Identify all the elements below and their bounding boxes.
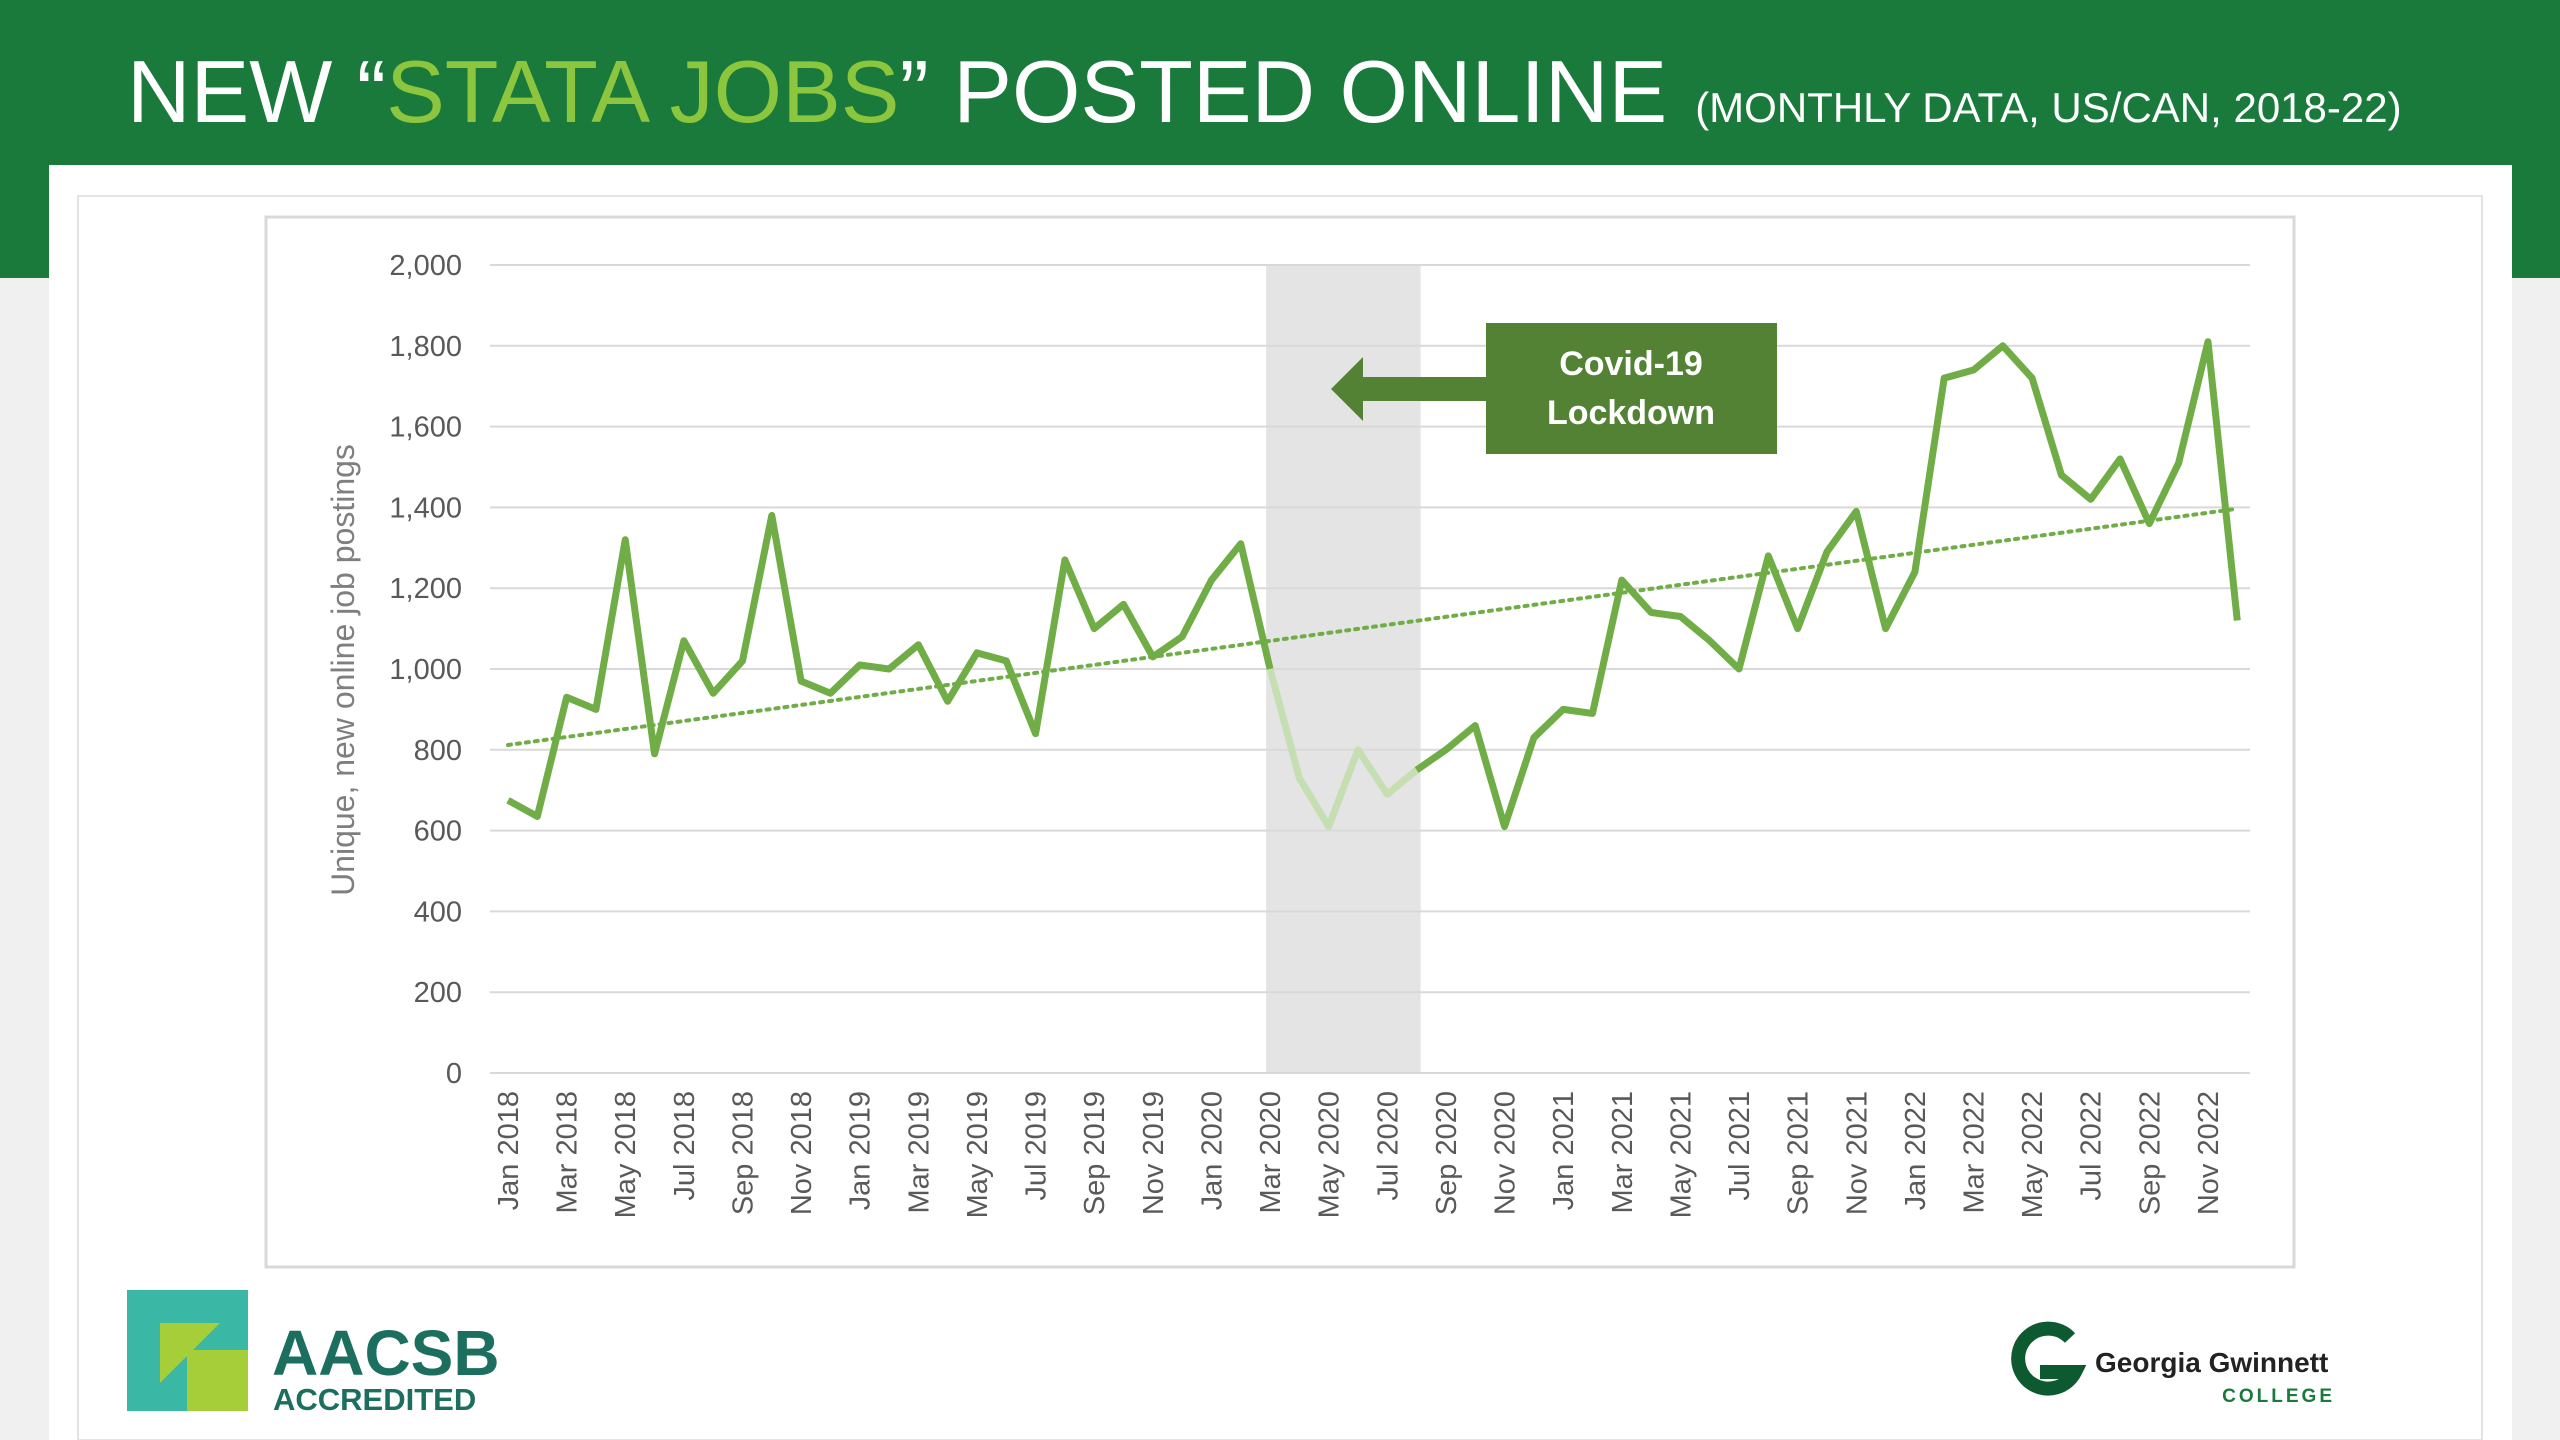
x-tick-label: Mar 2022 (1959, 1091, 1991, 1214)
annotation-text: Covid-19 (1559, 345, 1703, 383)
annotation: Covid-19 Lockdown (1331, 323, 1777, 454)
college-label: COLLEGE (2222, 1386, 2335, 1407)
aacsb-text: AACSB (272, 1317, 500, 1389)
y-tick-label: 800 (414, 735, 462, 767)
y-tick-label: 1,600 (389, 412, 462, 444)
y-tick-label: 600 (414, 816, 462, 848)
x-tick-label: Jul 2019 (1021, 1091, 1053, 1201)
subtitle: (MONTHLY DATA, US/CAN, 2018-22) (1695, 84, 2401, 131)
title-part: NEW “ (127, 42, 386, 141)
y-tick-label: 1,800 (389, 331, 462, 363)
ggc-logo: Georgia Gwinnett COLLEGE (2011, 1321, 2335, 1407)
annotation-text: Lockdown (1547, 394, 1715, 432)
y-tick-label: 400 (414, 896, 462, 928)
x-tick-label: Sep 2018 (727, 1091, 759, 1215)
x-tick-label: Jul 2021 (1724, 1091, 1756, 1201)
x-tick-label: Jul 2022 (2076, 1091, 2108, 1201)
x-tick-label: May 2019 (962, 1091, 994, 1218)
x-tick-label: Nov 2019 (1138, 1091, 1170, 1215)
annotation-arrow (1331, 357, 1486, 421)
aacsb-logo: AACSB ACCREDITED (127, 1290, 500, 1417)
x-tick-label: Jan 2022 (1900, 1091, 1932, 1210)
y-tick-label: 2,000 (389, 250, 462, 282)
x-tick-label: Sep 2022 (2134, 1091, 2166, 1215)
x-tick-label: May 2022 (2017, 1091, 2049, 1218)
x-tick-label: Jul 2020 (1372, 1091, 1404, 1201)
x-tick-label: Jan 2021 (1548, 1091, 1580, 1210)
title-part: ” POSTED ONLINE (900, 42, 1668, 141)
x-tick-label: Nov 2020 (1490, 1091, 1522, 1215)
college-name: Georgia Gwinnett (2095, 1347, 2328, 1378)
data-line (1266, 668, 1419, 831)
x-tick-label: Sep 2021 (1783, 1091, 1815, 1215)
annotation-box (1486, 323, 1777, 454)
x-tick-label: Mar 2020 (1255, 1091, 1287, 1214)
title-highlight: STATA JOBS (386, 42, 899, 141)
panel-border (77, 195, 2483, 1440)
data-line (506, 511, 1274, 820)
x-tick-label: Sep 2020 (1431, 1091, 1463, 1215)
x-tick-label: Jan 2020 (1196, 1091, 1228, 1210)
accredited-text: ACCREDITED (273, 1382, 476, 1417)
x-tick-label: Jul 2018 (669, 1091, 701, 1201)
x-tick-label: Mar 2019 (903, 1091, 935, 1214)
x-tick-label: Jan 2018 (493, 1091, 525, 1210)
x-tick-label: May 2020 (1314, 1091, 1346, 1218)
x-tick-label: Nov 2018 (786, 1091, 818, 1215)
y-axis-label: Unique, new online job postings (325, 444, 361, 896)
x-tick-label: Nov 2022 (2193, 1091, 2225, 1215)
logo-shape (127, 1290, 248, 1411)
ggc-mark (2011, 1321, 2087, 1396)
y-tick-label: 1,200 (389, 573, 462, 605)
x-tick-label: Mar 2018 (552, 1091, 584, 1214)
x-tick-label: Nov 2021 (1841, 1091, 1873, 1215)
x-tick-label: Mar 2021 (1607, 1091, 1639, 1214)
trendline (506, 506, 2240, 747)
x-tick-label: Jan 2019 (845, 1091, 877, 1210)
y-tick-label: 1,400 (389, 492, 462, 524)
data-line (1414, 338, 2241, 831)
x-tick-label: May 2018 (610, 1091, 642, 1218)
title: NEW “STATA JOBS” POSTED ONLINE (MONTHLY D… (127, 42, 2402, 141)
y-tick-label: 1,000 (389, 654, 462, 686)
y-tick-label: 200 (414, 977, 462, 1009)
plot: 0 200 400 600 800 1,000 1,200 1,400 1,600 1,800 2,… (325, 250, 2250, 1218)
x-tick-label: May 2021 (1665, 1091, 1697, 1218)
x-tick-label: Sep 2019 (1079, 1091, 1111, 1215)
y-tick-label: 0 (446, 1058, 462, 1090)
logo-shape (187, 1350, 248, 1411)
